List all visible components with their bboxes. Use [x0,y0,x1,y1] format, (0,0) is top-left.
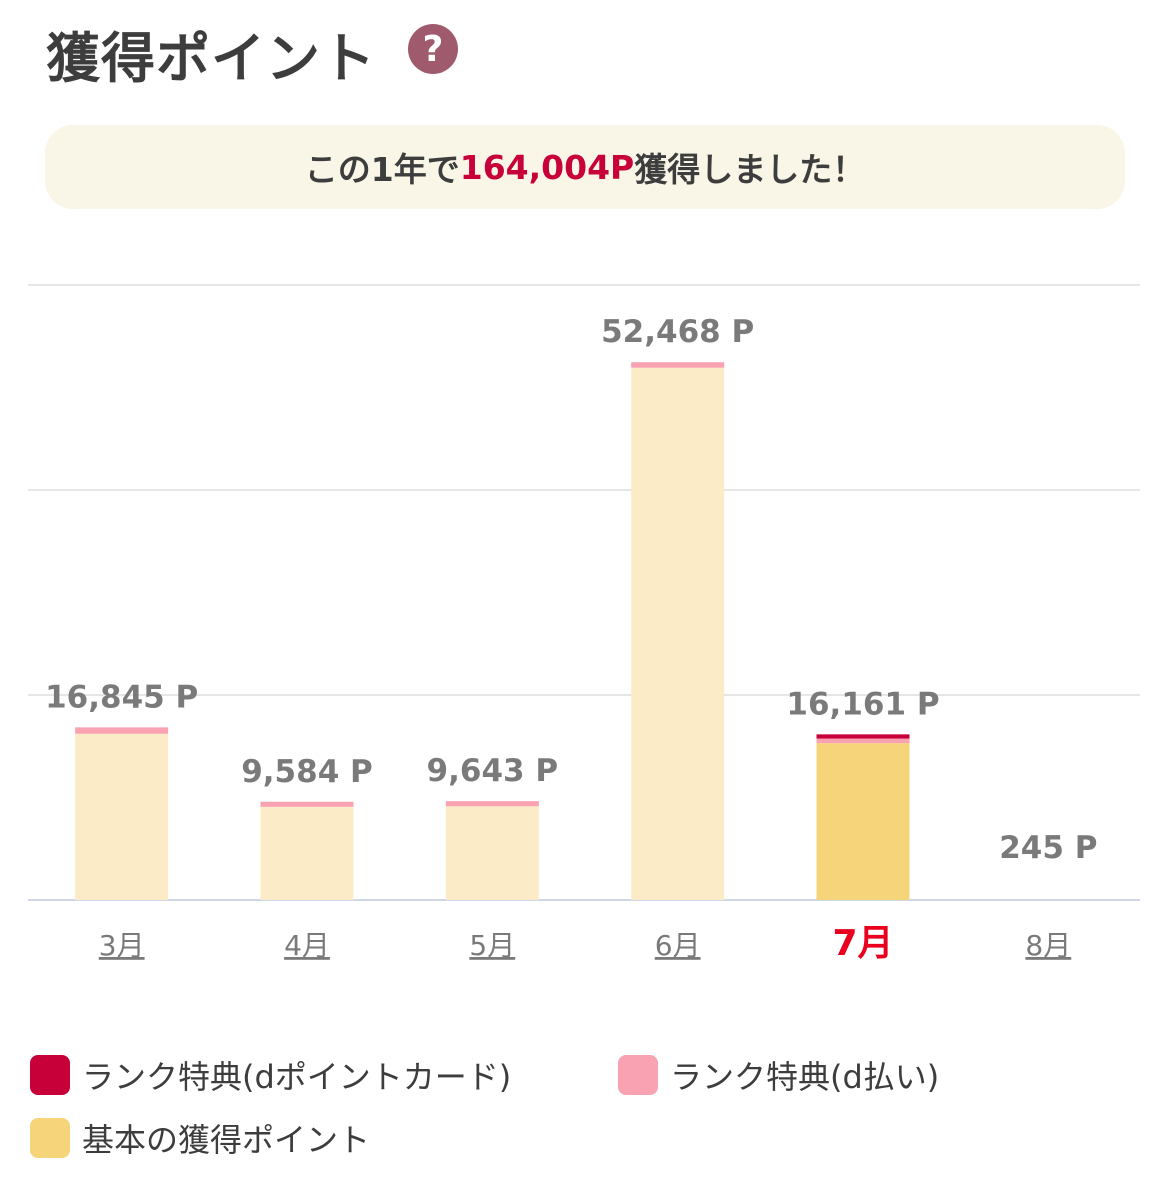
x-tick-3月[interactable]: 3月 [99,929,145,962]
summary-points: 164,004P [459,147,635,187]
bar-ランク特典(d払い) [631,362,725,368]
legend-label-basic: 基本の獲得ポイント [82,1121,371,1159]
bar-ランク特典(d払い) [260,801,354,807]
bar-total-label: 9,643 P [427,753,559,789]
x-tick-8月[interactable]: 8月 [1025,929,1071,962]
bar-基本の獲得ポイント [631,367,725,900]
summary-banner: この1年で 164,004P 獲得しました！ [45,125,1125,209]
bar-total-label: 245 P [999,830,1097,866]
legend-label-rank-dpay: ランク特典(d払い) [670,1058,940,1096]
bar-ランク特典(d払い) [445,801,539,807]
summary-prefix: この1年で [304,150,460,189]
legend-swatch-basic [30,1118,70,1158]
help-icon[interactable]: ? [408,24,458,74]
x-tick-5月[interactable]: 5月 [469,929,515,962]
bar-基本の獲得ポイント [445,806,539,900]
bar-ランク特典(d払い) [75,727,169,734]
bar-total-label: 9,584 P [241,754,373,790]
bar-ランク特典(d払い) [816,738,910,744]
x-tick-4月[interactable]: 4月 [284,929,330,962]
legend-label-rank-card: ランク特典(dポイントカード) [82,1058,512,1096]
bar-基本の獲得ポイント [75,733,169,900]
page-title: 獲得ポイント [46,27,376,90]
bar-基本の獲得ポイント [816,743,910,900]
bar-total-label: 16,161 P [786,686,939,722]
bar-total-label: 52,468 P [601,314,754,350]
x-tick-6月[interactable]: 6月 [655,929,701,962]
bar-基本の獲得ポイント [260,806,354,900]
legend-item-rank-card: ランク特典(dポイントカード) [30,1052,511,1098]
x-tick-7月[interactable]: 7月 [832,923,893,964]
legend-item-rank-dpay: ランク特典(d払い) [618,1052,939,1098]
summary-suffix: 獲得しました！ [634,150,866,189]
legend-swatch-rank-card [30,1055,70,1095]
legend-item-basic: 基本の獲得ポイント [30,1115,370,1161]
bar-total-label: 16,845 P [45,679,198,715]
bar-ランク特典(dポイントカード) [816,734,910,739]
points-bar-chart: 16,845 P 3月 9,584 P 4月 9,643 P 5月 52,468 P 6月 16… [28,284,1140,964]
legend-swatch-rank-dpay [618,1055,658,1095]
